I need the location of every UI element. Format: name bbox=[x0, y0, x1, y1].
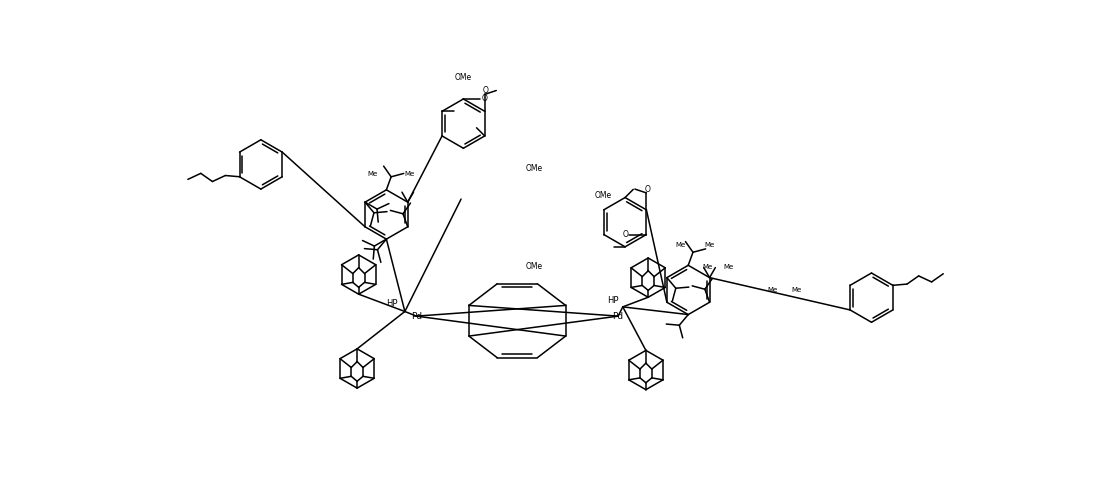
Text: Me: Me bbox=[404, 171, 415, 177]
Text: O: O bbox=[623, 230, 628, 239]
Text: HP: HP bbox=[386, 298, 397, 307]
Text: OMe: OMe bbox=[595, 191, 612, 200]
Text: OMe: OMe bbox=[526, 164, 543, 173]
Text: Pd: Pd bbox=[613, 311, 624, 321]
Text: Me: Me bbox=[768, 287, 778, 293]
Text: O: O bbox=[482, 94, 487, 103]
Text: Me: Me bbox=[705, 242, 715, 248]
Text: Pd: Pd bbox=[411, 311, 422, 321]
Text: Me: Me bbox=[367, 171, 377, 177]
Text: OMe: OMe bbox=[455, 73, 472, 82]
Text: O: O bbox=[483, 86, 488, 95]
Text: Me: Me bbox=[791, 287, 801, 293]
Text: Me: Me bbox=[675, 242, 686, 248]
Text: O: O bbox=[644, 184, 650, 194]
Text: Me: Me bbox=[723, 264, 734, 270]
Text: HP: HP bbox=[607, 296, 618, 305]
Text: Me: Me bbox=[703, 264, 713, 270]
Text: OMe: OMe bbox=[526, 263, 543, 271]
